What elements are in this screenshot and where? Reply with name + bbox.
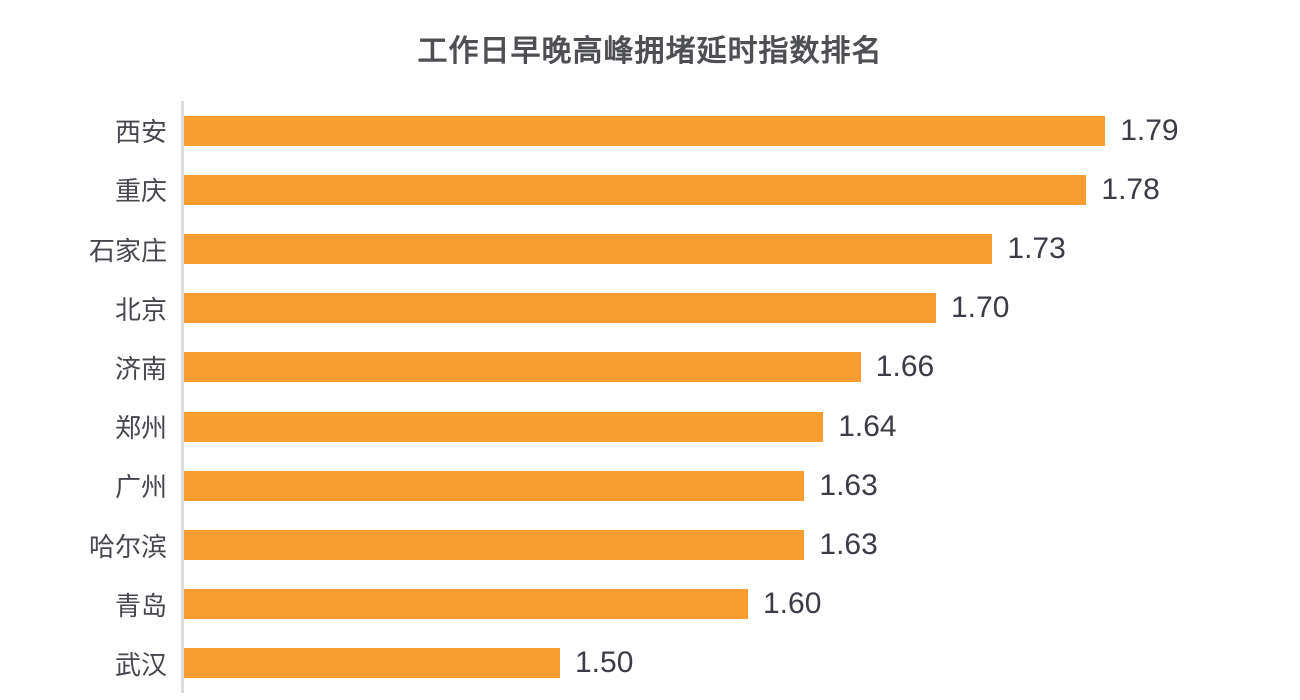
- category-label: 西安: [114, 117, 167, 148]
- value-label: 1.70: [951, 291, 1010, 325]
- plot-cell: 1.63: [181, 456, 1300, 516]
- bar: [184, 589, 748, 620]
- chart-title: 工作日早晚高峰拥堵延时指数排名: [417, 35, 883, 68]
- plot-cell: 1.64: [181, 397, 1300, 457]
- bar: [184, 293, 936, 324]
- bar: [184, 530, 805, 561]
- value-label: 1.79: [1120, 113, 1179, 147]
- bar-row: 哈尔滨 1.63: [0, 515, 1300, 575]
- value-label: 1.63: [819, 468, 878, 502]
- plot-cell: 1.70: [181, 278, 1300, 338]
- bar-row: 武汉 1.50: [0, 633, 1300, 694]
- value-label: 1.73: [1007, 232, 1066, 265]
- value-label: 1.63: [819, 528, 878, 562]
- value-label: 1.50: [575, 646, 634, 680]
- bar: [184, 115, 1106, 146]
- category-label: 重庆: [114, 176, 167, 207]
- bar: [184, 352, 861, 383]
- plot-cell: 1.66: [181, 337, 1300, 398]
- value-label: 1.60: [763, 587, 822, 621]
- bar-row: 济南 1.66: [0, 337, 1300, 398]
- plot-area: 西安 1.79 重庆 1.78 石家庄 1.73 北京 1.70 济南 1.66: [0, 101, 1300, 694]
- category-label: 济南: [114, 353, 167, 384]
- bar-row: 北京 1.70: [0, 278, 1300, 338]
- bar-row: 西安 1.79: [0, 101, 1300, 161]
- bar: [184, 234, 993, 264]
- plot-cell: 1.60: [181, 574, 1300, 634]
- plot-cell: 1.78: [181, 160, 1300, 220]
- plot-cell: 1.79: [181, 101, 1300, 161]
- plot-cell: 1.63: [181, 515, 1300, 575]
- category-label: 青岛: [114, 590, 167, 621]
- value-label: 1.66: [875, 350, 935, 384]
- category-label: 北京: [114, 294, 167, 325]
- bar-row: 广州 1.63: [0, 456, 1300, 516]
- plot-cell: 1.50: [181, 633, 1300, 694]
- bar: [184, 648, 560, 679]
- bar-row: 青岛 1.60: [0, 574, 1300, 634]
- plot-cell: 1.73: [181, 219, 1300, 279]
- bar: [184, 470, 805, 501]
- category-label: 郑州: [114, 413, 167, 444]
- bar-row: 石家庄 1.73: [0, 219, 1300, 279]
- bar-row: 重庆 1.78: [0, 160, 1300, 220]
- category-label: 哈尔滨: [88, 531, 167, 562]
- value-label: 1.78: [1101, 172, 1160, 206]
- category-label: 石家庄: [88, 235, 167, 266]
- bar-row: 郑州 1.64: [0, 397, 1300, 457]
- value-label: 1.64: [838, 409, 897, 443]
- bar: [184, 411, 824, 442]
- bar: [184, 174, 1087, 205]
- category-label: 广州: [114, 472, 167, 503]
- category-label: 武汉: [114, 649, 167, 680]
